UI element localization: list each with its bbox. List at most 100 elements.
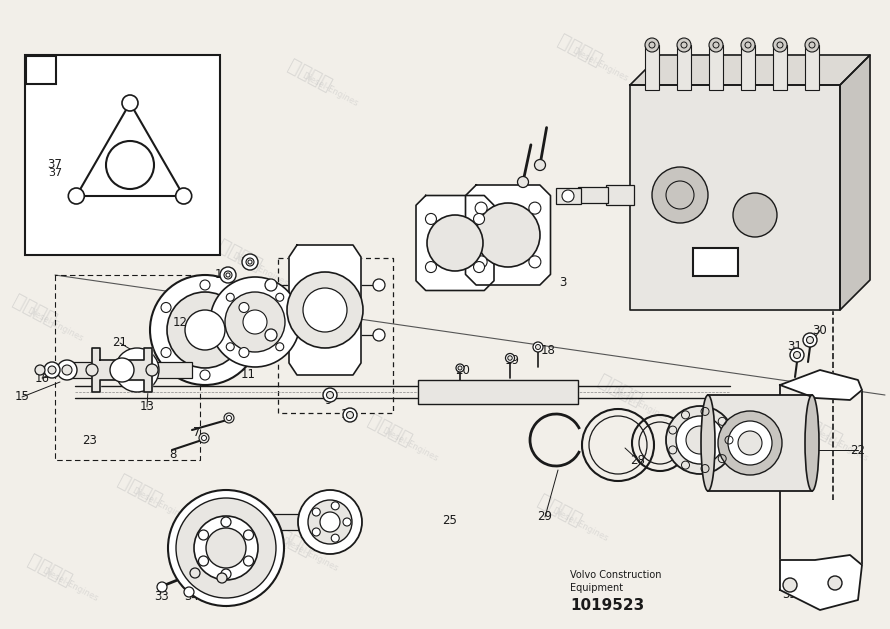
Text: 11: 11 [240, 369, 255, 382]
Circle shape [529, 256, 541, 268]
Text: Diesel-Engines: Diesel-Engines [130, 486, 190, 524]
Circle shape [175, 188, 191, 204]
Circle shape [320, 512, 340, 532]
Text: Diesel-Engines: Diesel-Engines [280, 537, 340, 574]
Text: 紫发动力: 紫发动力 [115, 470, 166, 509]
Circle shape [35, 365, 45, 375]
Circle shape [224, 413, 234, 423]
Polygon shape [416, 196, 494, 291]
Circle shape [331, 534, 339, 542]
Circle shape [122, 95, 138, 111]
Circle shape [200, 280, 210, 290]
Circle shape [190, 568, 200, 578]
Text: Diesel-Engines: Diesel-Engines [760, 91, 820, 129]
Text: 25: 25 [442, 513, 457, 526]
Circle shape [733, 193, 777, 237]
Circle shape [276, 343, 284, 351]
Bar [645, 45, 659, 90]
Circle shape [373, 279, 385, 291]
Circle shape [562, 190, 574, 202]
Text: 1: 1 [858, 204, 866, 216]
Text: 1: 1 [858, 204, 866, 216]
Text: 15: 15 [14, 391, 29, 403]
Circle shape [69, 188, 85, 204]
Circle shape [298, 490, 362, 554]
Circle shape [828, 576, 842, 590]
Circle shape [157, 582, 167, 592]
Circle shape [86, 364, 98, 376]
Text: 31: 31 [788, 340, 803, 353]
Circle shape [709, 38, 723, 52]
Text: 28: 28 [630, 454, 645, 467]
Circle shape [244, 556, 254, 566]
Circle shape [57, 360, 77, 380]
Polygon shape [780, 555, 862, 610]
Text: Volvo Construction: Volvo Construction [570, 570, 661, 580]
Circle shape [248, 260, 252, 264]
Text: 紫发动力: 紫发动力 [65, 101, 115, 140]
Text: Diesel-Engines: Diesel-Engines [300, 71, 360, 109]
Bar [741, 45, 755, 90]
Text: 紫发动力: 紫发动力 [285, 55, 336, 94]
Polygon shape [630, 55, 870, 85]
Text: 13: 13 [140, 401, 155, 413]
Text: 34: 34 [184, 591, 199, 603]
Circle shape [652, 167, 708, 223]
Circle shape [805, 38, 819, 52]
Polygon shape [77, 103, 183, 196]
Circle shape [161, 303, 171, 313]
Text: Diesel-Engines: Diesel-Engines [481, 206, 539, 243]
Circle shape [224, 271, 232, 279]
Text: 紫发动力: 紫发动力 [595, 370, 645, 409]
Text: 紫发动力: 紫发动力 [10, 291, 61, 330]
Circle shape [198, 530, 208, 540]
Text: 37: 37 [48, 168, 62, 178]
Text: 紫发动力: 紫发动力 [265, 521, 315, 559]
Circle shape [676, 416, 724, 464]
Circle shape [473, 213, 484, 225]
Circle shape [185, 310, 225, 350]
Bar [708, 395, 812, 491]
Polygon shape [840, 55, 870, 310]
Circle shape [473, 262, 484, 272]
Circle shape [343, 408, 357, 422]
Text: 紫发动力: 紫发动力 [745, 75, 795, 114]
Text: 19: 19 [505, 353, 520, 367]
Text: 33: 33 [155, 591, 169, 603]
Text: 26: 26 [723, 438, 738, 452]
Circle shape [62, 365, 72, 375]
Text: 32: 32 [207, 554, 222, 567]
Text: 37: 37 [47, 159, 62, 172]
Circle shape [198, 556, 208, 566]
Circle shape [276, 293, 284, 301]
Circle shape [677, 38, 691, 52]
Text: 紫发动力: 紫发动力 [214, 236, 265, 274]
Text: 27: 27 [684, 443, 700, 457]
Polygon shape [465, 185, 551, 285]
Text: 7: 7 [193, 425, 201, 438]
Text: 36: 36 [828, 589, 843, 601]
Text: Diesel-Engines: Diesel-Engines [40, 566, 100, 604]
Circle shape [666, 406, 734, 474]
Text: 8: 8 [169, 448, 177, 462]
Polygon shape [289, 245, 361, 375]
Circle shape [226, 273, 230, 277]
Circle shape [217, 573, 227, 583]
Text: 24: 24 [328, 530, 343, 543]
Text: A: A [708, 253, 722, 271]
Circle shape [206, 528, 246, 568]
Circle shape [200, 370, 210, 380]
Circle shape [210, 277, 300, 367]
Circle shape [728, 421, 772, 465]
Text: 3: 3 [559, 277, 567, 289]
Text: 5: 5 [324, 348, 332, 362]
Circle shape [456, 364, 464, 372]
Circle shape [783, 578, 797, 592]
Ellipse shape [701, 395, 715, 491]
Circle shape [110, 358, 134, 382]
Bar [578, 187, 608, 203]
Text: 紫发动力: 紫发动力 [365, 411, 416, 450]
Text: 紫发动力: 紫发动力 [695, 240, 745, 279]
Circle shape [226, 343, 234, 351]
Circle shape [346, 411, 353, 418]
